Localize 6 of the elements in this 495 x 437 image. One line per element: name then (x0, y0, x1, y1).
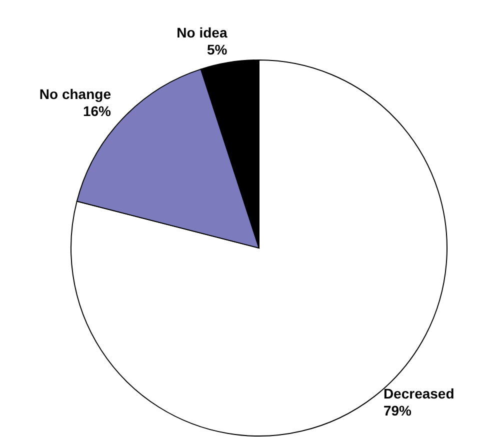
data-label: 79% (383, 402, 412, 418)
slice-label: No idea (176, 24, 228, 40)
slice-label: Decreased (383, 385, 454, 402)
slice-label: No change (39, 86, 112, 102)
data-label: 16% (82, 103, 112, 120)
data-label: 5% (207, 41, 228, 58)
